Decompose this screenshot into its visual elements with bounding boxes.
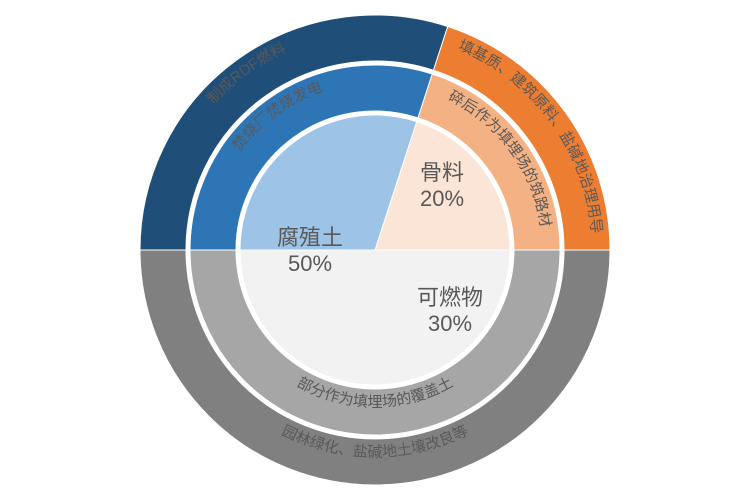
slice-label-combustible: 可燃物: [417, 285, 483, 310]
slice-percent-humus: 50%: [288, 251, 332, 276]
slice-label-aggregate: 骨料: [420, 160, 464, 185]
slice-label-humus: 腐殖土: [277, 225, 343, 250]
nested-donut-chart: 部分作为填埋场的覆盖土园林绿化、盐碱地土壤改良等破碎后作为填埋场的筑路材料弃地回…: [0, 0, 750, 500]
slice-percent-combustible: 30%: [428, 311, 472, 336]
slice-percent-aggregate: 20%: [420, 186, 464, 211]
